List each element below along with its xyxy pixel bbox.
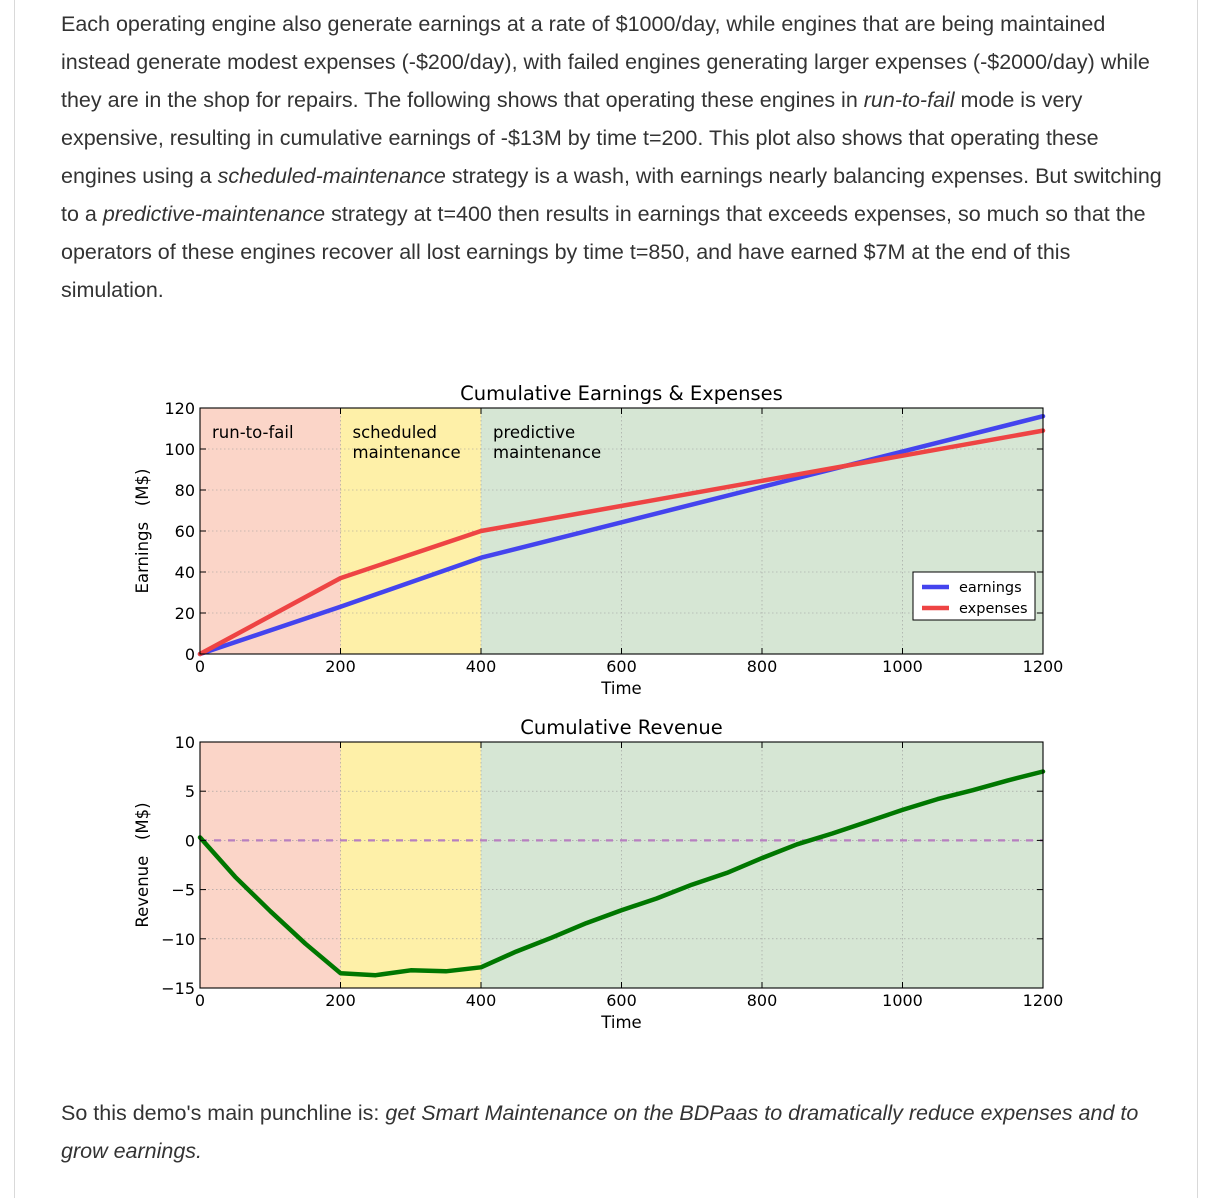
- y-tick-label: 5: [185, 782, 195, 801]
- series-line-expenses: [197, 428, 1046, 657]
- chart-1: run-to-fail scheduledmaintenancepredictiv…: [133, 382, 1063, 698]
- chart-2: 0 200 400 600 800 1000 1200 10 5 0 −5 −10 −15 Cumulat…: [133, 716, 1063, 1032]
- content-frame: [14, 0, 1198, 1198]
- y-tick-label: 60: [175, 522, 195, 541]
- conclusion-paragraph: So this demo's main punchline is: get Sm…: [61, 1094, 1171, 1170]
- x-axis-label: Time: [600, 679, 641, 698]
- x-tick-label: 1200: [1023, 991, 1064, 1010]
- y-tick-label: −15: [161, 979, 195, 998]
- x-tick-label: 1200: [1023, 657, 1064, 676]
- intro-text-1: Each operating engine also generate earn…: [61, 12, 1150, 112]
- region-label: run-to-fail: [212, 423, 294, 442]
- y-axis-label: Earnings (M$): [133, 469, 152, 594]
- x-tick-label: 1000: [882, 657, 923, 676]
- conclusion-text: So this demo's main punchline is:: [61, 1101, 386, 1125]
- region-band: [340, 408, 481, 654]
- x-tick-label: 0: [195, 657, 205, 676]
- intro-text-3: strategy is a wash, with earnings nearly…: [61, 164, 1162, 226]
- x-axis-label: Time: [600, 1013, 641, 1032]
- x-tick-label: 200: [325, 991, 356, 1010]
- y-axis-label: Revenue (M$): [133, 802, 152, 927]
- region-band: [200, 742, 341, 988]
- intro-paragraph: Each operating engine also generate earn…: [61, 5, 1171, 309]
- x-tick-label: 600: [606, 657, 637, 676]
- legend-label: earnings: [959, 580, 1022, 596]
- x-tick-label: 400: [466, 657, 497, 676]
- series-line-revenue: [197, 769, 1046, 978]
- x-tick-label: 800: [747, 991, 778, 1010]
- y-tick-label: 80: [175, 481, 195, 500]
- y-tick-label: 0: [185, 645, 195, 664]
- y-tick-label: −10: [161, 930, 195, 949]
- x-tick-label: 400: [466, 991, 497, 1010]
- region-label: maintenance: [353, 443, 461, 462]
- legend-box: [912, 571, 1036, 621]
- y-tick-label: 10: [175, 733, 195, 752]
- legend-label: expenses: [959, 601, 1028, 617]
- intro-emphasis-run-to-fail: run-to-fail: [863, 88, 955, 112]
- region-label: maintenance: [493, 443, 601, 462]
- x-tick-label: 1000: [882, 991, 923, 1010]
- intro-emphasis-predictive: predictive-maintenance: [102, 202, 326, 226]
- intro-text-2: mode is very expensive, resulting in cum…: [61, 88, 1099, 188]
- region-label: scheduled: [353, 423, 437, 442]
- x-tick-label: 200: [325, 657, 356, 676]
- y-tick-label: 120: [164, 399, 195, 418]
- y-tick-label: −5: [171, 881, 195, 900]
- region-band: [340, 742, 481, 988]
- conclusion-emphasis: get Smart Maintenance on the BDPaas to d…: [61, 1101, 1139, 1163]
- region-label: predictive: [493, 423, 575, 442]
- series-line-earnings: [197, 413, 1046, 657]
- chart-title: Cumulative Earnings & Expenses: [460, 382, 783, 405]
- x-tick-label: 0: [195, 991, 205, 1010]
- y-tick-label: 0: [185, 831, 195, 850]
- x-tick-label: 800: [747, 657, 778, 676]
- chart-title: Cumulative Revenue: [520, 716, 722, 739]
- intro-text-4: strategy at t=400 then results in earnin…: [61, 202, 1146, 302]
- intro-emphasis-scheduled: scheduled-maintenance: [217, 164, 446, 188]
- y-tick-label: 40: [175, 563, 195, 582]
- x-tick-label: 600: [606, 991, 637, 1010]
- y-tick-label: 20: [175, 604, 195, 623]
- y-tick-label: 100: [164, 440, 195, 459]
- figure-charts: run-to-fail scheduledmaintenancepredictiv…: [133, 382, 1063, 1032]
